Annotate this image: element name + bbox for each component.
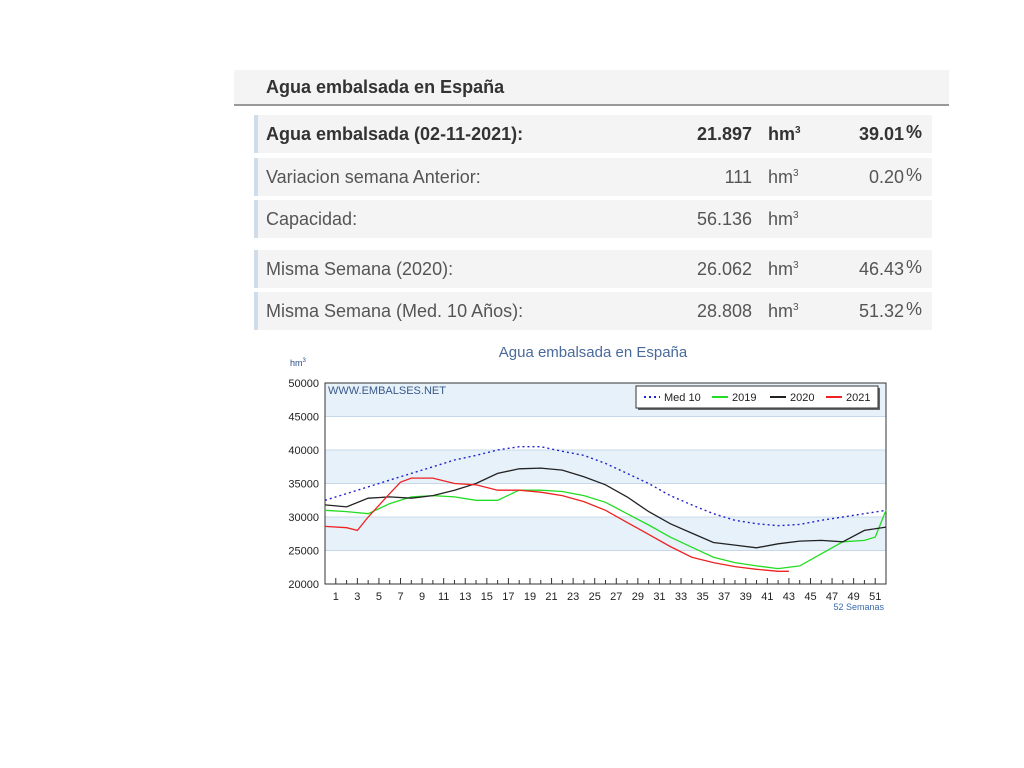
x-tick-label: 3 xyxy=(354,591,360,603)
panel-title: Agua embalsada en España xyxy=(234,70,949,106)
grid-band xyxy=(325,550,886,584)
percent-symbol: % xyxy=(906,299,923,319)
stat-label: Misma Semana (Med. 10 Años): xyxy=(266,301,524,321)
x-tick-label: 15 xyxy=(481,591,493,603)
stat-value: 28.808 xyxy=(696,301,752,321)
x-tick-label: 29 xyxy=(632,591,644,603)
series-line-med-10 xyxy=(324,446,887,527)
stat-row: Misma Semana (2020): 26.062 hm3 46.43% xyxy=(254,250,932,288)
x-tick-label: 23 xyxy=(567,591,579,603)
x-tick-label: 45 xyxy=(804,591,816,603)
stat-label: Agua embalsada (02-11-2021): xyxy=(266,124,524,144)
chart-title: Agua embalsada en España xyxy=(499,344,688,361)
x-tick-label: 49 xyxy=(848,591,860,603)
x-tick-label: 5 xyxy=(376,591,382,603)
y-tick-label: 45000 xyxy=(288,412,319,424)
grid-band xyxy=(325,483,886,517)
x-axis-label: 52 Semanas xyxy=(833,602,884,612)
legend-entry: Med 10 xyxy=(664,392,701,404)
stat-value: 26.062 xyxy=(696,259,752,279)
stat-unit: hm3 xyxy=(768,209,799,229)
stat-label: Misma Semana (2020): xyxy=(266,259,454,279)
percent-symbol: % xyxy=(906,257,923,277)
x-tick-label: 43 xyxy=(783,591,795,603)
x-tick-label: 1 xyxy=(333,591,339,603)
legend-box xyxy=(635,385,879,409)
y-tick-label: 20000 xyxy=(288,579,319,591)
x-tick-label: 35 xyxy=(696,591,708,603)
watermark: WWW.EMBALSES.NET xyxy=(328,385,446,397)
x-tick-label: 7 xyxy=(397,591,403,603)
stat-row: Misma Semana (Med. 10 Años): 28.808 hm3 51.… xyxy=(254,292,932,330)
stat-label: Variacion semana Anterior: xyxy=(266,167,481,187)
y-tick-label: 40000 xyxy=(288,445,319,457)
x-tick-label: 31 xyxy=(653,591,665,603)
percent-symbol: % xyxy=(906,122,923,142)
x-tick-label: 19 xyxy=(524,591,536,603)
y-axis-unit: hm3 xyxy=(290,358,307,368)
y-tick-label: 30000 xyxy=(288,512,319,524)
reservoir-chart: Agua embalsada en España hm3 20000 25000 3… xyxy=(270,338,900,623)
stat-value: 56.136 xyxy=(696,209,752,229)
grid-band xyxy=(325,517,886,551)
stat-row: Variacion semana Anterior: 111 hm3 0.20% xyxy=(254,158,932,196)
grid-band xyxy=(325,416,886,450)
stat-row: Capacidad: 56.136 hm3 xyxy=(254,200,932,238)
legend-entry: 2019 xyxy=(732,392,756,404)
x-tick-label: 37 xyxy=(718,591,730,603)
percent-symbol: % xyxy=(906,165,923,185)
reservoir-panel: Agua embalsada en España xyxy=(234,70,949,106)
stat-unit: hm3 xyxy=(768,259,799,279)
y-tick-label: 25000 xyxy=(288,546,319,558)
stat-label: Capacidad: xyxy=(266,209,358,229)
x-tick-label: 13 xyxy=(459,591,471,603)
x-tick-label: 9 xyxy=(419,591,425,603)
x-tick-label: 17 xyxy=(502,591,514,603)
stat-percent: 51.32 xyxy=(858,301,904,321)
chart-svg: Agua embalsada en España hm3 20000 25000 3… xyxy=(288,344,887,612)
x-tick-label: 51 xyxy=(869,591,881,603)
x-tick-label: 21 xyxy=(545,591,557,603)
stat-row: Agua embalsada (02-11-2021): 21.897 hm3 39.… xyxy=(254,115,932,153)
y-tick-label: 35000 xyxy=(288,479,319,491)
stat-unit: hm3 xyxy=(768,167,799,187)
stat-unit: hm3 xyxy=(768,124,801,144)
x-tick-label: 41 xyxy=(761,591,773,603)
stat-percent: 46.43 xyxy=(858,259,904,279)
x-tick-label: 27 xyxy=(610,591,622,603)
stat-value: 111 xyxy=(724,167,752,187)
x-tick-label: 33 xyxy=(675,591,687,603)
stat-unit: hm3 xyxy=(768,301,799,321)
stat-value: 21.897 xyxy=(696,124,752,144)
series-line-2021 xyxy=(324,477,789,572)
x-tick-label: 25 xyxy=(589,591,601,603)
x-tick-label: 47 xyxy=(826,591,838,603)
series-line-2020 xyxy=(324,467,887,549)
legend-entry: 2020 xyxy=(790,392,814,404)
legend-entry: 2021 xyxy=(846,392,870,404)
stat-percent: 0.20 xyxy=(868,167,904,187)
y-tick-label: 50000 xyxy=(288,378,319,390)
stat-percent: 39.01 xyxy=(858,124,904,144)
x-tick-label: 11 xyxy=(438,591,449,603)
x-tick-label: 39 xyxy=(740,591,752,603)
